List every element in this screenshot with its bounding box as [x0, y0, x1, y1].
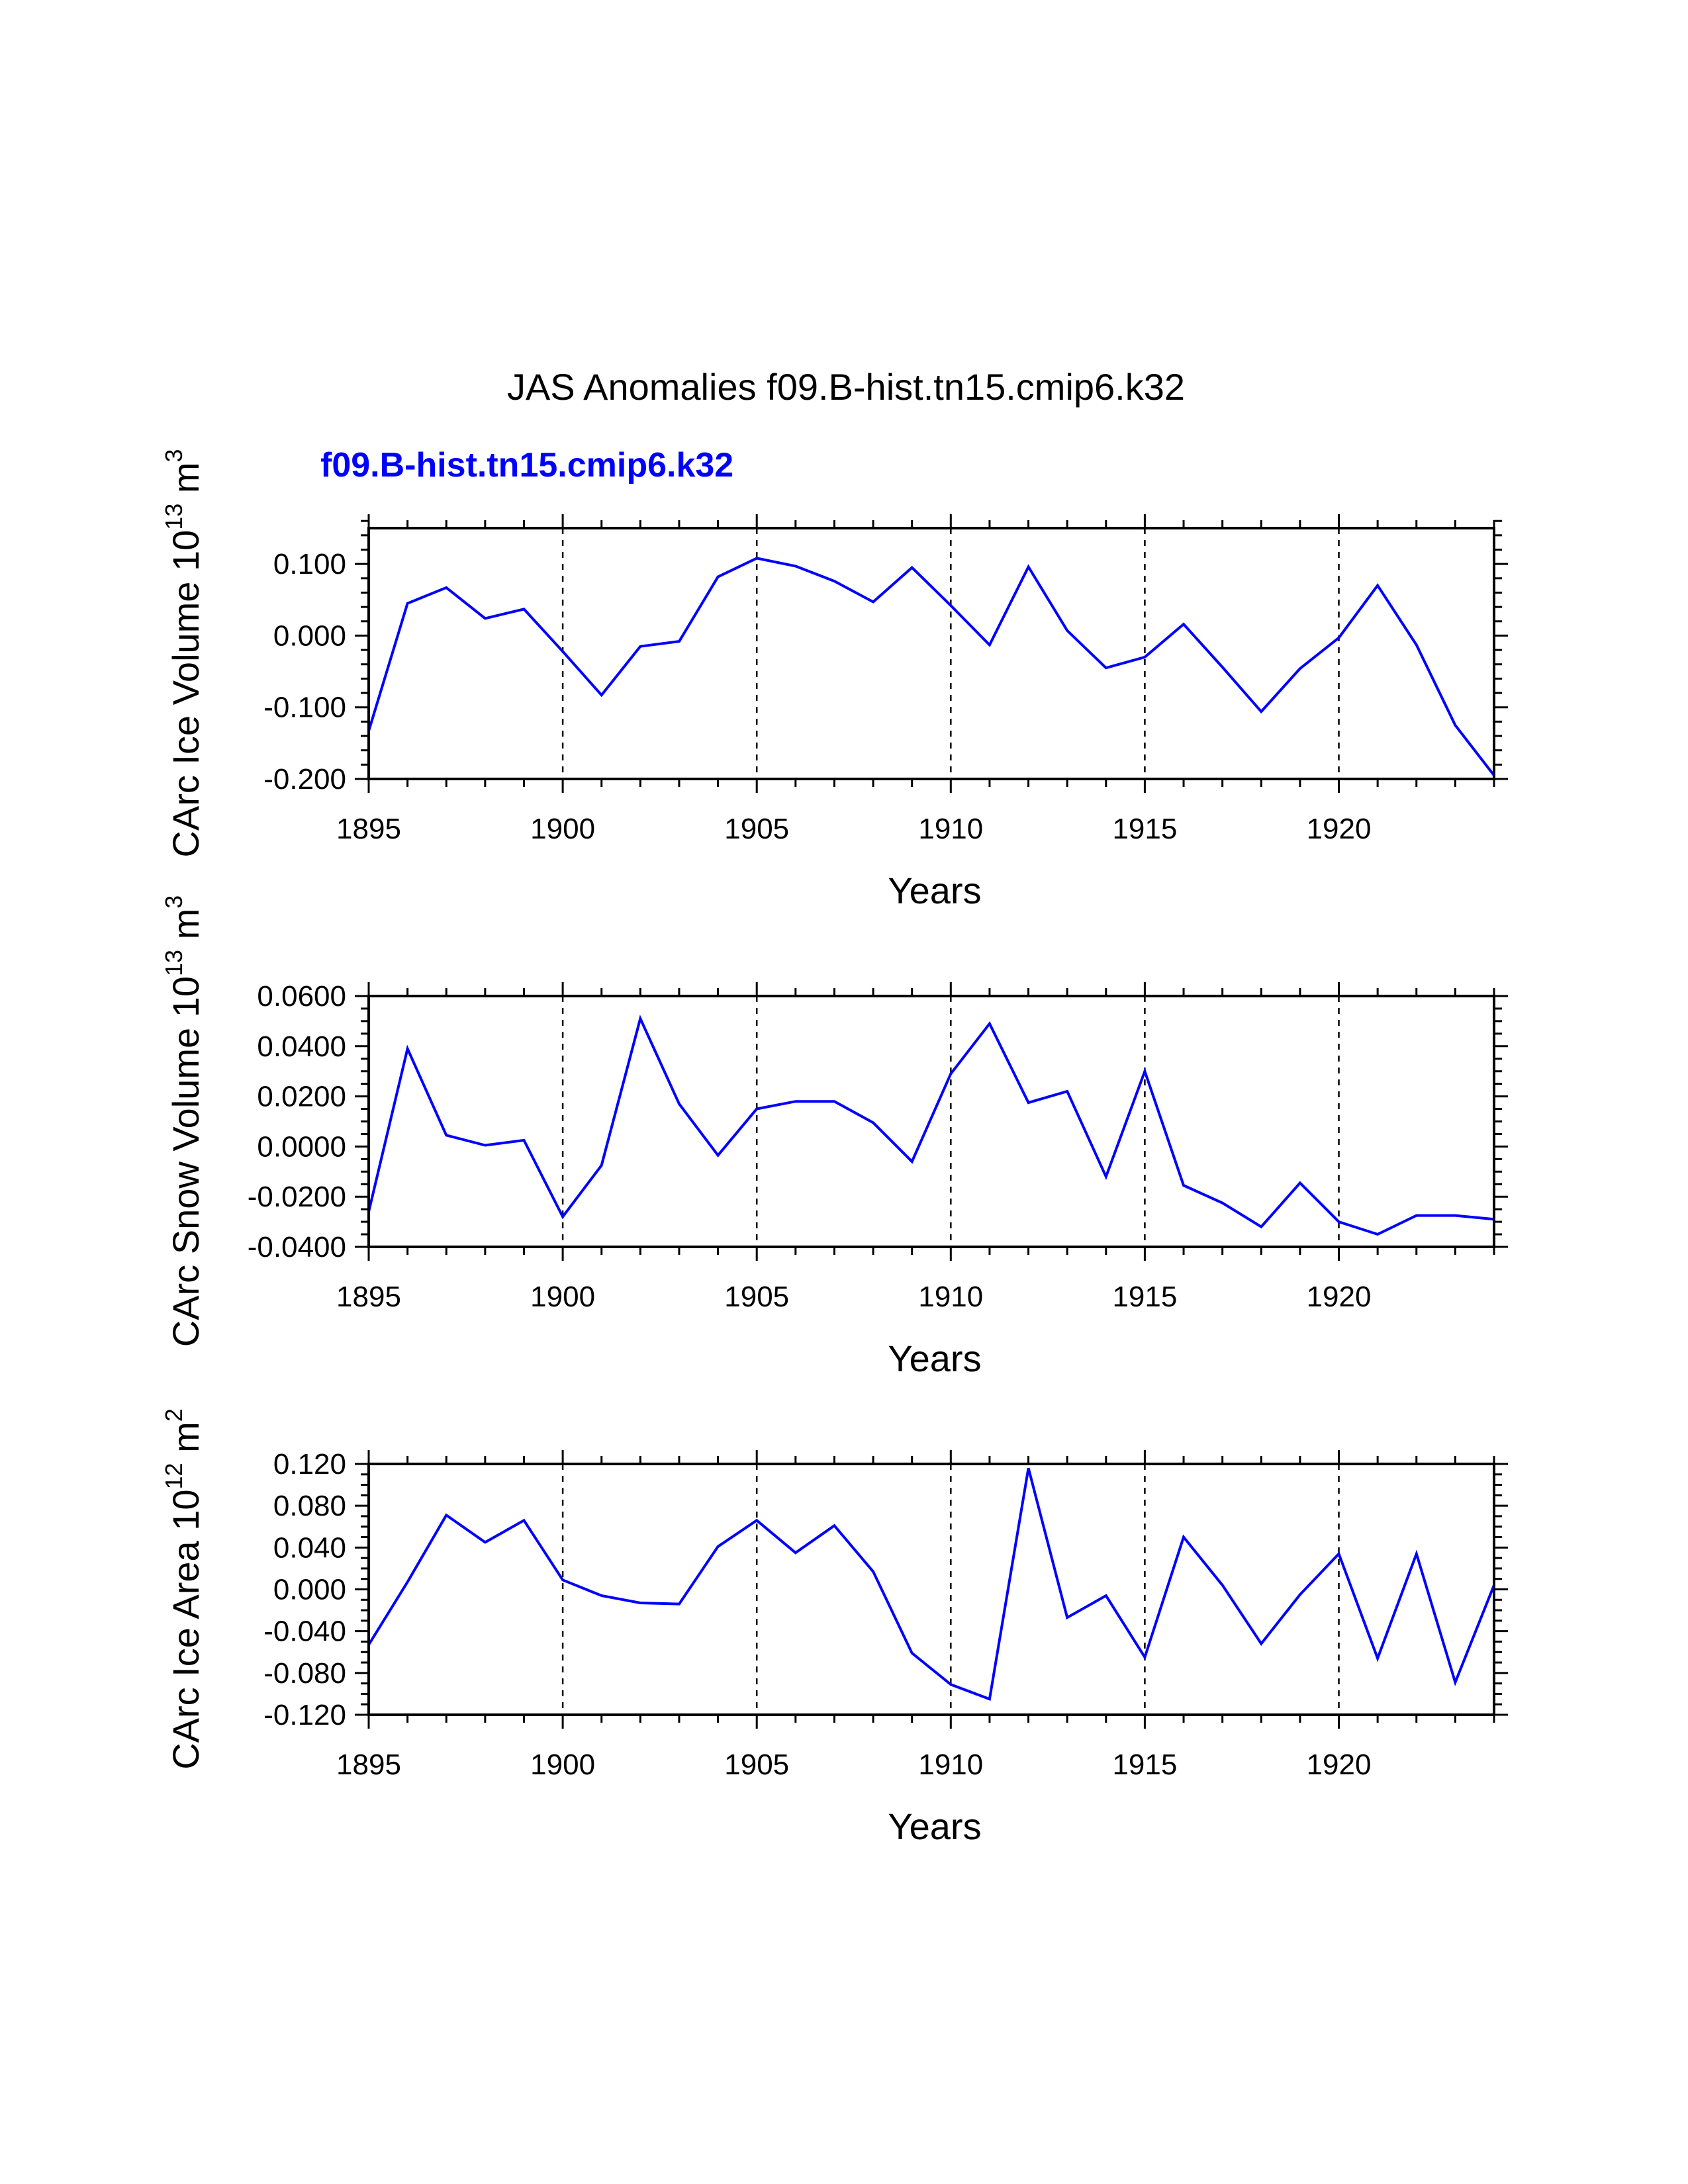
ice-area-panel: 1895 1900 1905 1910 1915 1920 -0.120 -0.080 -0.0…: [160, 1408, 1508, 1847]
x-tick-label: 1915: [1112, 813, 1177, 845]
x-tick-label: 1895: [336, 1281, 401, 1313]
x-tick-label: 1895: [336, 813, 401, 845]
x-tick-label: 1920: [1307, 813, 1372, 845]
y-axis-label: CArc Snow Volume 1013 m3: [160, 895, 207, 1347]
y-tick-label: 0.040: [273, 1531, 346, 1564]
y-tick-label: -0.080: [263, 1657, 346, 1690]
y-axis-label: CArc Ice Volume 1013 m3: [160, 449, 207, 857]
snow-volume-panel: 1895 1900 1905 1910 1915 1920 -0.0400 -0.0200 0.…: [160, 895, 1508, 1379]
y-axis-label-part: m: [165, 462, 207, 503]
y-tick-label: -0.0400: [248, 1231, 346, 1263]
y-tick-label: 0.0400: [257, 1030, 346, 1063]
y-axis-label-part: CArc Ice Area 10: [165, 1489, 207, 1769]
y-tick-label: 0.100: [273, 548, 346, 580]
x-tick-label: 1905: [724, 1281, 789, 1313]
ice-volume-panel: 1895 1900 1905 1910 1915 1920 -0.200 -0.100 0.00…: [160, 449, 1508, 911]
figure-title: JAS Anomalies f09.B-hist.tn15.cmip6.k32: [507, 366, 1185, 408]
y-tick-label: -0.100: [263, 692, 346, 724]
y-tick-label: -0.120: [263, 1699, 346, 1731]
plot-frame: [367, 527, 1495, 780]
x-tick-label: 1910: [918, 1749, 983, 1781]
x-tick-label: 1910: [918, 813, 983, 845]
y-tick-label: 0.0000: [257, 1130, 346, 1163]
y-axis-label-part: m: [165, 1422, 207, 1463]
y-axis-label-exponent: 12: [160, 1463, 187, 1489]
y-tick-label: 0.080: [273, 1490, 346, 1522]
y-tick-label: -0.0200: [248, 1181, 346, 1213]
y-tick-label: 0.0200: [257, 1081, 346, 1113]
y-tick-label: 0.120: [273, 1448, 346, 1480]
y-tick-label: 0.0600: [257, 980, 346, 1013]
x-tick-label: 1900: [530, 1749, 595, 1781]
y-axis-label-exponent: 13: [160, 950, 187, 976]
y-axis-label: CArc Ice Area 1012 m2: [160, 1408, 207, 1770]
y-axis-label-exponent: 3: [160, 449, 187, 462]
y-axis-label-exponent: 13: [160, 504, 187, 530]
y-axis-label-exponent: 2: [160, 1408, 187, 1422]
x-tick-label: 1920: [1307, 1749, 1372, 1781]
x-tick-label: 1905: [724, 1749, 789, 1781]
x-tick-label: 1900: [530, 1281, 595, 1313]
y-tick-label: -0.200: [263, 763, 346, 796]
x-tick-label: 1920: [1307, 1281, 1372, 1313]
plot-frame: [367, 1463, 1495, 1716]
x-tick-label: 1905: [724, 813, 789, 845]
y-axis-label-exponent: 3: [160, 895, 187, 909]
y-axis-label-part: CArc Snow Volume 10: [165, 976, 207, 1347]
series-line: [367, 1467, 1495, 1702]
case-label: f09.B-hist.tn15.cmip6.k32: [320, 446, 733, 484]
y-tick-label: -0.040: [263, 1615, 346, 1648]
y-axis-label-part: CArc Ice Volume 10: [165, 530, 207, 858]
series-line: [367, 557, 1495, 776]
x-tick-label: 1910: [918, 1281, 983, 1313]
x-tick-label: 1895: [336, 1749, 401, 1781]
y-tick-label: 0.000: [273, 1574, 346, 1606]
x-tick-label: 1915: [1112, 1281, 1177, 1313]
series-line: [367, 1015, 1495, 1236]
y-tick-label: 0.000: [273, 619, 346, 652]
x-axis-label: Years: [888, 1338, 981, 1379]
x-tick-label: 1900: [530, 813, 595, 845]
x-tick-label: 1915: [1112, 1749, 1177, 1781]
x-axis-label: Years: [888, 1805, 981, 1847]
x-axis-label: Years: [888, 870, 981, 911]
y-axis-label-part: m: [165, 909, 207, 950]
